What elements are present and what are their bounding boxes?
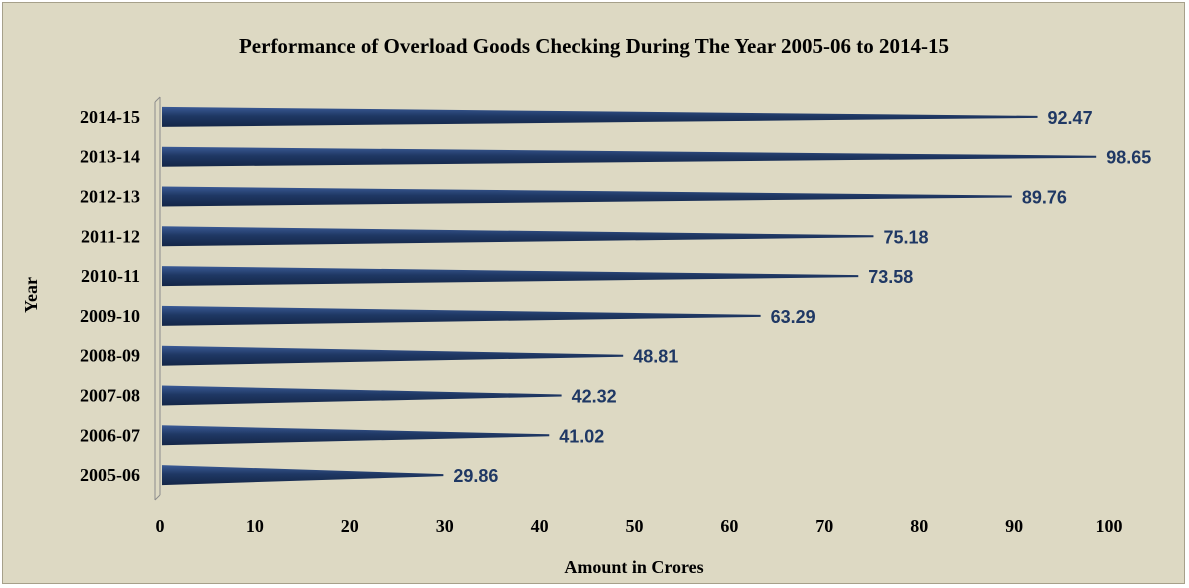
x-tick-50: 50 bbox=[626, 516, 644, 536]
data-label-2006-07: 41.02 bbox=[559, 426, 604, 446]
data-label-2014-15: 92.47 bbox=[1048, 108, 1093, 128]
y-tick-2008-09: 2008-09 bbox=[80, 346, 140, 366]
x-tick-30: 30 bbox=[436, 516, 454, 536]
bar-2011-12 bbox=[162, 226, 874, 247]
data-label-2010-11: 73.58 bbox=[868, 267, 913, 287]
x-tick-10: 10 bbox=[246, 516, 264, 536]
y-tick-2009-10: 2009-10 bbox=[80, 306, 140, 326]
bar-2008-09 bbox=[162, 345, 624, 366]
axes bbox=[154, 96, 161, 501]
bar-chart: Performance of Overload Goods Checking D… bbox=[21, 34, 1151, 577]
y-axis-title: Year bbox=[21, 277, 41, 313]
data-label-2007-08: 42.32 bbox=[572, 387, 617, 407]
bars bbox=[162, 106, 1097, 486]
bar-2014-15 bbox=[162, 106, 1038, 127]
data-label-2008-09: 48.81 bbox=[633, 347, 678, 367]
bar-2010-11 bbox=[162, 266, 859, 287]
bar-2006-07 bbox=[162, 425, 550, 446]
x-axis-title: Amount in Crores bbox=[564, 557, 703, 577]
x-tick-0: 0 bbox=[156, 516, 165, 536]
axis-top-corner-line bbox=[154, 96, 161, 103]
data-label-2013-14: 98.65 bbox=[1106, 148, 1151, 168]
bar-2009-10 bbox=[162, 305, 761, 326]
y-tick-2012-13: 2012-13 bbox=[80, 187, 140, 207]
y-tick-2014-15: 2014-15 bbox=[80, 107, 140, 127]
data-label-2012-13: 89.76 bbox=[1022, 188, 1067, 208]
x-tick-labels: 0 10 20 30 40 50 60 70 80 90 100 bbox=[156, 516, 1123, 536]
x-tick-20: 20 bbox=[341, 516, 359, 536]
bar-2013-14 bbox=[162, 146, 1097, 167]
data-labels: 29.86 41.02 42.32 48.81 63.29 73.58 75.18 89.76… bbox=[453, 108, 1151, 486]
axis-corner-line bbox=[154, 494, 161, 501]
y-tick-2011-12: 2011-12 bbox=[81, 226, 140, 246]
y-tick-2013-14: 2013-14 bbox=[80, 147, 140, 167]
bar-2012-13 bbox=[162, 186, 1012, 207]
data-label-2009-10: 63.29 bbox=[771, 307, 816, 327]
y-tick-2007-08: 2007-08 bbox=[80, 386, 140, 406]
y-tick-2010-11: 2010-11 bbox=[81, 266, 140, 286]
x-tick-40: 40 bbox=[531, 516, 549, 536]
x-tick-90: 90 bbox=[1005, 516, 1023, 536]
bar-2005-06 bbox=[162, 465, 444, 486]
data-label-2005-06: 29.86 bbox=[453, 466, 498, 486]
x-tick-70: 70 bbox=[815, 516, 833, 536]
bar-2007-08 bbox=[162, 385, 562, 406]
data-label-2011-12: 75.18 bbox=[883, 227, 928, 247]
y-tick-labels: 2005-06 2006-07 2007-08 2008-09 2009-10 2010-… bbox=[80, 107, 140, 485]
chart-title: Performance of Overload Goods Checking D… bbox=[239, 34, 949, 58]
y-tick-2006-07: 2006-07 bbox=[80, 425, 140, 445]
x-tick-100: 100 bbox=[1096, 516, 1123, 536]
y-tick-2005-06: 2005-06 bbox=[80, 465, 140, 485]
x-tick-60: 60 bbox=[720, 516, 738, 536]
x-tick-80: 80 bbox=[910, 516, 928, 536]
